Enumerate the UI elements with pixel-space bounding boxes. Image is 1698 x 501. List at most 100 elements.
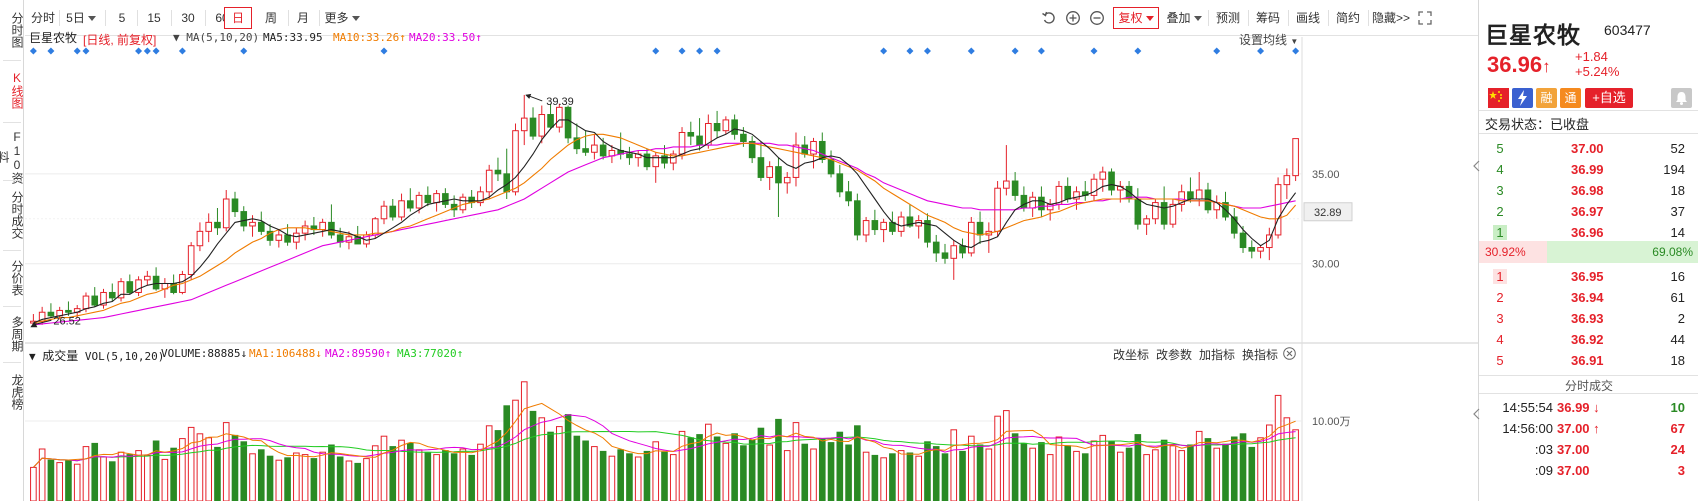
period-30min[interactable]: 30 (181, 11, 195, 25)
candle-body (301, 225, 309, 234)
candle-body (678, 131, 686, 155)
connect-badge[interactable]: 通 (1560, 88, 1581, 108)
candle-body (661, 155, 668, 164)
volume-bar (214, 446, 221, 501)
nav-tab-trades[interactable]: 分时成交 (10, 191, 24, 239)
period-5min[interactable]: 5 (118, 11, 126, 25)
candle-body (398, 200, 405, 218)
event-diamond-icon (1011, 47, 1019, 55)
event-diamond-icon (1134, 47, 1142, 55)
volume-bar (985, 448, 993, 501)
fullscreen-icon[interactable] (1418, 11, 1432, 25)
candle-body (266, 230, 274, 241)
period-week[interactable]: 周 (264, 11, 277, 25)
candle-body (144, 275, 151, 281)
volume-bar (108, 461, 116, 501)
volume-bar (932, 446, 940, 501)
zoom-out-icon[interactable] (1089, 10, 1105, 26)
volume-bar (547, 431, 554, 501)
undo-icon[interactable] (1041, 10, 1057, 26)
period-more[interactable]: 更多 (321, 7, 363, 29)
volume-bar (275, 459, 283, 501)
chips-button[interactable]: 筹码 (1255, 11, 1280, 25)
simple-mode-button[interactable]: 简约 (1335, 11, 1360, 25)
volume-bar (205, 437, 212, 501)
event-diamond-icon (713, 47, 721, 55)
nav-tab-kline[interactable]: K线图 (10, 71, 24, 109)
hide-panel-button[interactable]: 隐藏>> (1371, 11, 1411, 25)
price-tick-label: 30.00 (1312, 259, 1340, 271)
trade-row: 14:55:54 36.99 ↓ 10 (1479, 397, 1698, 419)
event-diamond-icon (1213, 47, 1221, 55)
kline-chart[interactable]: 35.00 30.00 32.89 10.00万 39.39 26.52 (25, 37, 1478, 501)
nav-tab-f10[interactable]: F10资料 (0, 130, 24, 184)
ma-params[interactable]: ▼ MA(5,10,20) (173, 31, 259, 44)
candle-body (766, 166, 773, 178)
period-month[interactable]: 月 (296, 11, 309, 25)
sell-level: 5 (1496, 141, 1504, 156)
event-diamond-icon (696, 47, 704, 55)
volume-bar (38, 448, 46, 501)
change-axis-button[interactable]: 改坐标 (1113, 348, 1150, 362)
candle-body (932, 241, 940, 254)
add-indicator-button[interactable]: 加指标 (1199, 348, 1236, 362)
volume-bar (1090, 440, 1098, 501)
switch-indicator-button[interactable]: 换指标 (1242, 348, 1279, 362)
volume-bar (836, 431, 844, 501)
bell-icon[interactable] (1671, 88, 1692, 108)
candle-body (959, 245, 966, 254)
ma10-value-text: MA10:33.26 (333, 31, 400, 44)
trade-price: 36.99 ↓ (1557, 400, 1600, 415)
change-params-button[interactable]: 改参数 (1156, 348, 1193, 362)
volume-bar (187, 426, 195, 501)
period-15min[interactable]: 15 (147, 11, 161, 25)
lightning-icon[interactable] (1512, 88, 1533, 108)
nav-tab-timeshare[interactable]: 分时图 (10, 12, 24, 48)
volume-bar (775, 418, 782, 501)
candle-body (1073, 191, 1080, 200)
volume-bar (1266, 424, 1273, 501)
event-diamond-icon (1292, 47, 1300, 55)
margin-badge[interactable]: 融 (1536, 88, 1557, 108)
buy-price: 36.92 (1571, 332, 1604, 347)
candle-body (1099, 171, 1107, 180)
period-day[interactable]: 日 (224, 7, 252, 29)
add-watchlist-button[interactable]: +自选 (1585, 88, 1633, 108)
forecast-button[interactable]: 预测 (1215, 11, 1240, 25)
candle-body (967, 221, 975, 254)
adjust-rights-button[interactable]: 复权 (1113, 7, 1159, 29)
volume-bar (433, 454, 440, 501)
zoom-in-icon[interactable] (1065, 10, 1081, 26)
candle-body (669, 153, 677, 164)
max-annotation-arrowhead (525, 93, 532, 99)
event-diamond-icon (143, 47, 151, 55)
candle-body (836, 173, 844, 193)
volume-bar (240, 441, 248, 501)
candle-body (1143, 218, 1150, 225)
volume-bar (389, 446, 397, 501)
nav-tab-price-table[interactable]: 分价表 (10, 260, 24, 296)
volume-bar (1134, 434, 1142, 501)
china-flag-icon (1488, 88, 1509, 108)
collapse-arrow-icon[interactable] (1473, 160, 1480, 172)
overlay-button[interactable]: 叠加 (1162, 7, 1206, 29)
vol-ma3-value: MA3:77020↑ (397, 347, 463, 360)
candle-body (117, 281, 125, 299)
kline-chart-area[interactable]: 35.00 30.00 32.89 10.00万 39.39 26.52 巨星农牧 [日线… (25, 31, 1478, 501)
volume-bar (757, 427, 765, 501)
candle-body (494, 169, 502, 175)
event-diamond-icon (906, 47, 914, 55)
ma-settings-button[interactable]: 设置均线 ▼ (1239, 31, 1298, 48)
nav-tab-dragon-tiger[interactable]: 龙虎榜 (10, 374, 24, 410)
buy-volume: 61 (1670, 290, 1685, 305)
collapse-arrow-icon[interactable] (1473, 408, 1480, 420)
period-timeshare[interactable]: 分时 (30, 11, 55, 25)
sell-price: 36.97 (1571, 204, 1604, 219)
close-icon[interactable] (1283, 347, 1296, 360)
period-5day[interactable]: 5日 (61, 7, 101, 29)
candle-body (1248, 247, 1256, 252)
volume-bar (1073, 450, 1080, 501)
volume-bar (266, 455, 274, 501)
draw-line-button[interactable]: 画线 (1295, 11, 1320, 25)
nav-tab-multi-period[interactable]: 多周期 (10, 316, 24, 352)
